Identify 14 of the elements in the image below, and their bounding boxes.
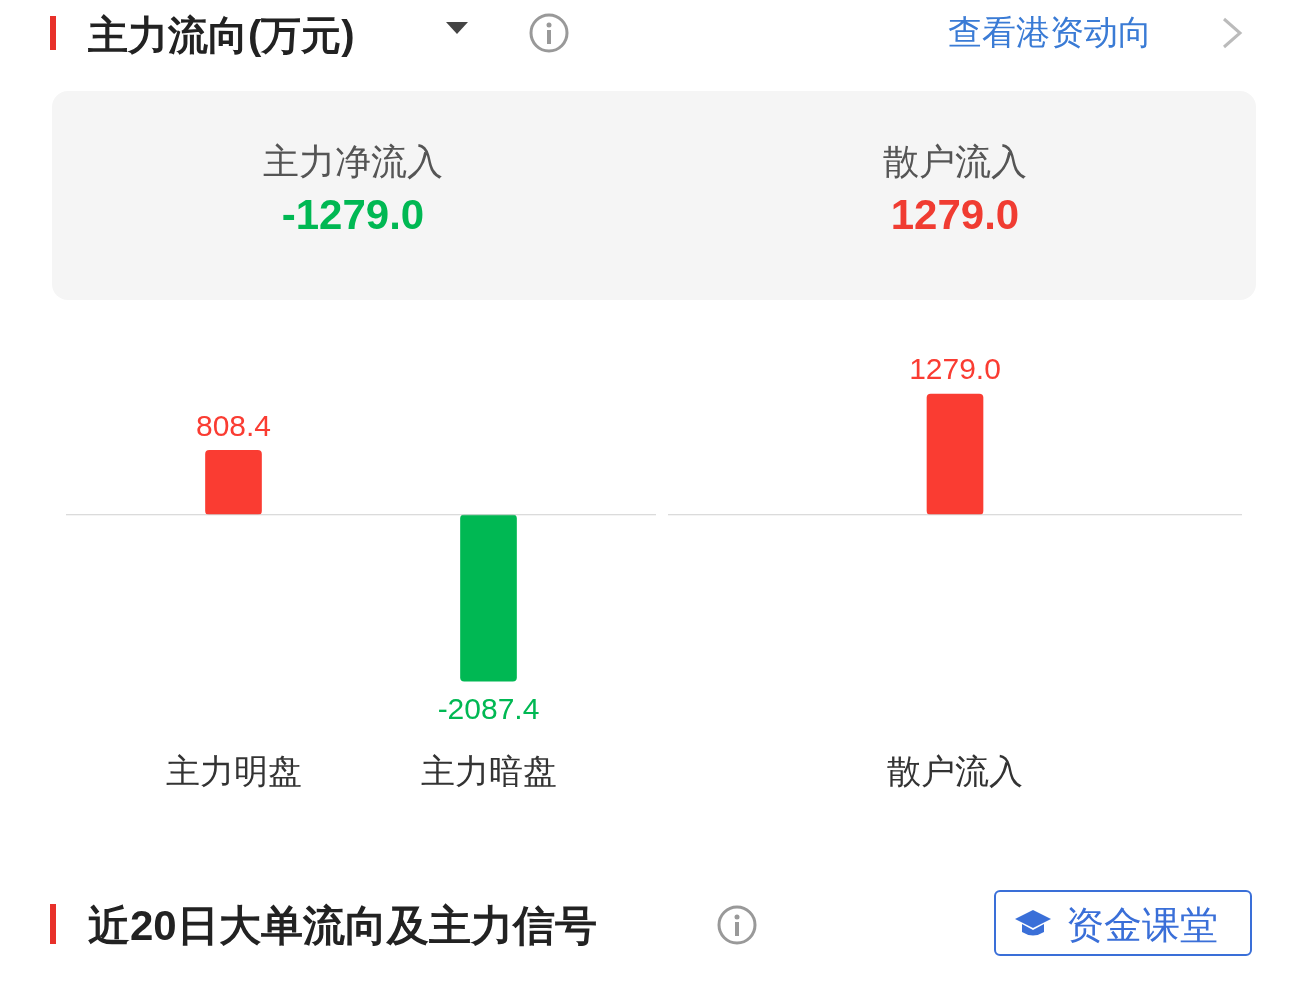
text: 1279.0 xyxy=(889,190,1021,240)
text: 查看港资动向 xyxy=(948,12,1152,53)
data-label: 1279.0 xyxy=(909,352,1001,386)
text: 资金课堂 xyxy=(1066,903,1218,948)
text: 主力净流入 xyxy=(262,140,444,184)
text: 主力流向(万元) xyxy=(88,12,355,59)
x-tick-label: 主力明盘 xyxy=(165,751,302,790)
text: 近20日大单流向及主力信号 xyxy=(88,901,597,951)
text: -1279.0 xyxy=(280,190,426,240)
x-tick-label: 散户流入 xyxy=(887,751,1023,790)
text: 散户流入 xyxy=(882,140,1028,184)
x-tick-label: 主力暗盘 xyxy=(420,751,557,790)
data-label: 808.4 xyxy=(195,408,272,442)
data-label: -2087.4 xyxy=(437,691,540,725)
